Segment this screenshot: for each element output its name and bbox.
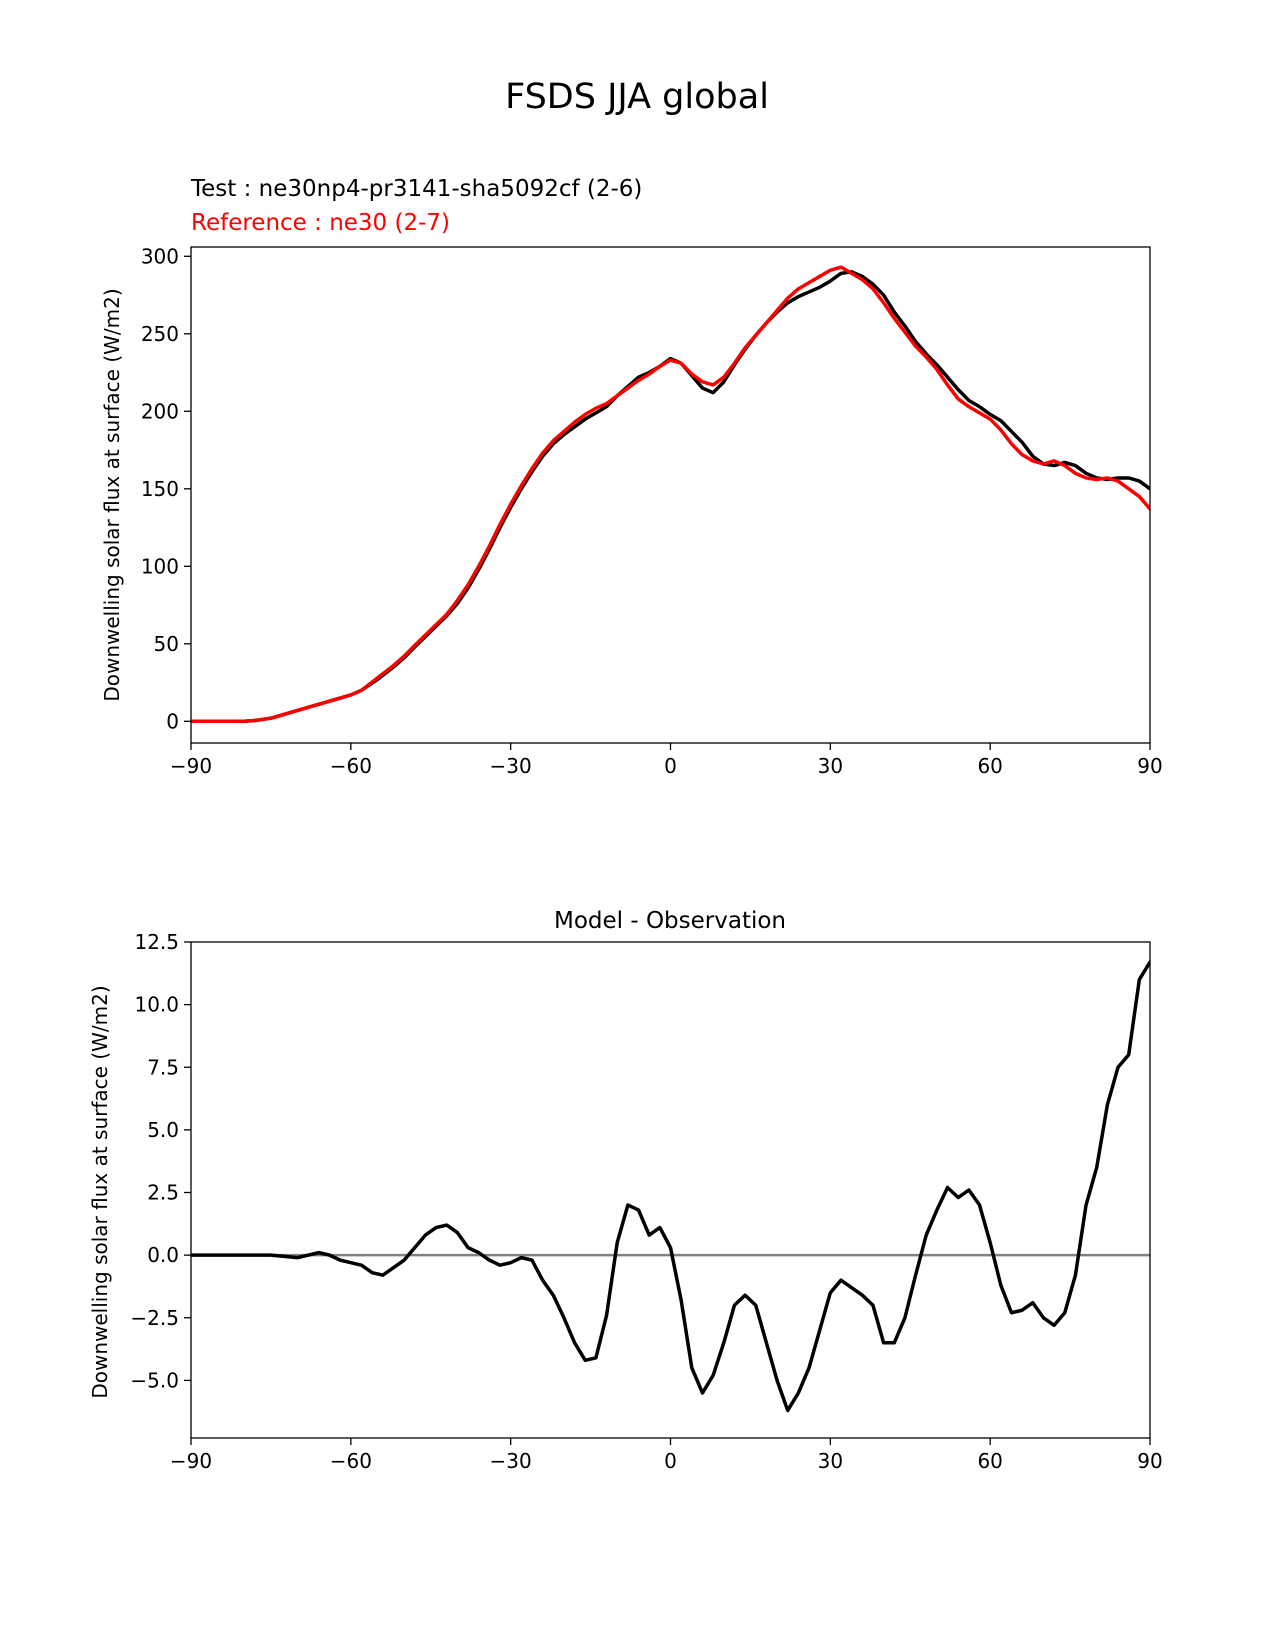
- bottom-y-tick-label: 0.0: [147, 1243, 179, 1267]
- bottom-y-tick-label: 12.5: [134, 930, 179, 954]
- bottom-y-tick-label: −5.0: [130, 1368, 179, 1392]
- top-y-tick-label: 250: [141, 322, 179, 346]
- top-series-line-reference: [191, 265, 1150, 724]
- bottom-y-tick-label: 7.5: [147, 1055, 179, 1079]
- top-y-tick-label: 200: [141, 399, 179, 423]
- top-x-tick-label: 30: [818, 754, 843, 778]
- top-x-tick-label: −30: [490, 754, 532, 778]
- top-x-tick-label: −90: [170, 754, 212, 778]
- top-x-tick-label: 90: [1137, 754, 1162, 778]
- top-x-tick-label: 60: [977, 754, 1002, 778]
- top-y-axis-label: Downwelling solar flux at surface (W/m2): [100, 288, 124, 701]
- bottom-x-tick-label: 60: [977, 1449, 1002, 1473]
- top-y-tick-label: 150: [141, 477, 179, 501]
- bottom-x-tick-label: 90: [1137, 1449, 1162, 1473]
- top-y-tick-label: 0: [166, 709, 179, 733]
- reference-legend-label: Reference : ne30 (2-7): [191, 210, 450, 236]
- top-x-tick-label: −60: [330, 754, 372, 778]
- top-y-tick-label: 50: [154, 632, 179, 656]
- bottom-chart-title: Model - Observation: [554, 908, 786, 934]
- bottom-y-tick-label: 5.0: [147, 1118, 179, 1142]
- bottom-x-tick-label: −90: [170, 1449, 212, 1473]
- test-legend-label: Test : ne30np4-pr3141-sha5092cf (2-6): [190, 176, 642, 202]
- bottom-x-tick-label: −60: [330, 1449, 372, 1473]
- bottom-y-tick-label: 10.0: [134, 993, 179, 1017]
- figure-title: FSDS JJA global: [505, 77, 769, 117]
- bottom-series-line-model-observation: [191, 960, 1150, 1413]
- top-panel: Test : ne30np4-pr3141-sha5092cf (2-6) Re…: [100, 176, 1163, 778]
- bottom-y-tick-label: −2.5: [130, 1306, 179, 1330]
- bottom-x-tick-label: 30: [818, 1449, 843, 1473]
- bottom-y-axis-label: Downwelling solar flux at surface (W/m2): [88, 985, 112, 1398]
- top-y-tick-label: 300: [141, 244, 179, 268]
- top-y-tick-label: 100: [141, 554, 179, 578]
- bottom-x-tick-label: −30: [490, 1449, 532, 1473]
- top-x-tick-label: 0: [664, 754, 677, 778]
- bottom-panel: Model - Observation −90 −60 −30 0 30 60 90 −5.…: [88, 908, 1163, 1473]
- bottom-y-tick-label: 2.5: [147, 1181, 179, 1205]
- bottom-x-tick-label: 0: [664, 1449, 677, 1473]
